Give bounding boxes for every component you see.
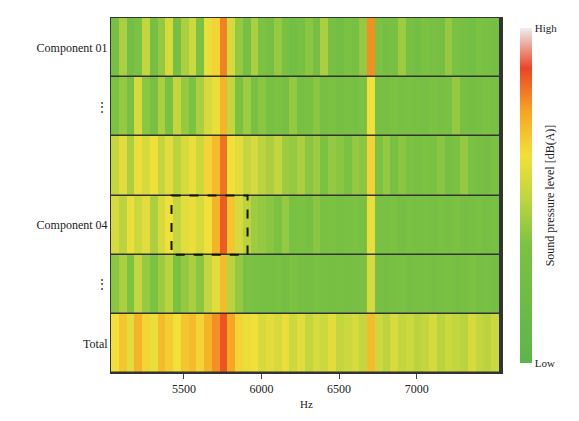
svg-text:High: High [535,22,558,34]
svg-text:⋮: ⋮ [96,100,108,114]
svg-text:5500: 5500 [172,382,196,396]
svg-text:7000: 7000 [405,382,429,396]
svg-text:6500: 6500 [327,382,351,396]
svg-text:Hz: Hz [300,398,313,410]
svg-text:Component 04: Component 04 [37,218,108,232]
svg-text:6000: 6000 [250,382,274,396]
svg-text:Component 01: Component 01 [37,41,108,55]
svg-text:⋮: ⋮ [96,277,108,291]
svg-text:Sound pressure level [dB(A)]: Sound pressure level [dB(A)] [543,125,557,267]
svg-text:Total: Total [83,337,108,351]
svg-text:Low: Low [535,357,555,369]
